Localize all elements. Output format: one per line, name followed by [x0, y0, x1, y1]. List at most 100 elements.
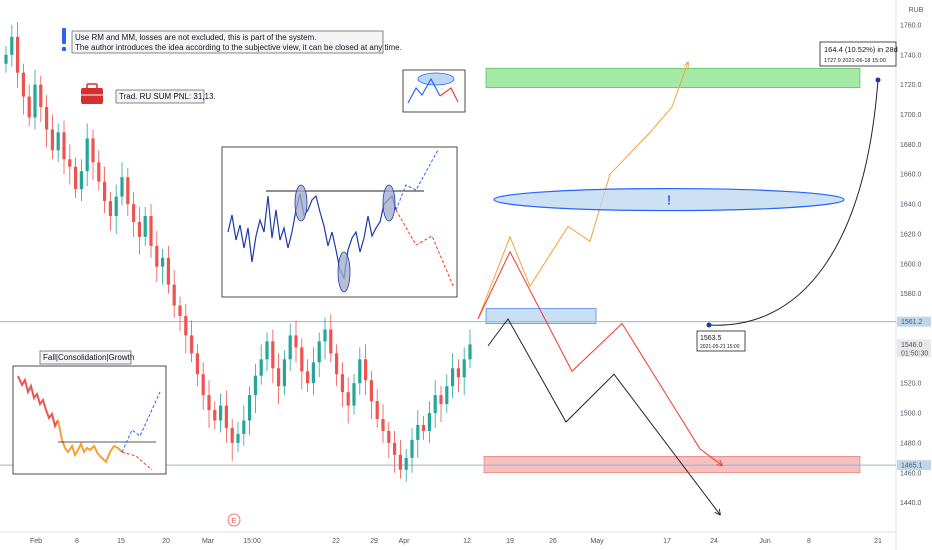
candle-body	[375, 401, 379, 420]
candle-body	[4, 54, 8, 64]
time-tick-label: 8	[75, 538, 79, 545]
event-marker-label: E	[232, 518, 237, 525]
candle-body	[236, 433, 240, 443]
candle-body	[120, 177, 124, 197]
candle-body	[364, 359, 368, 381]
ellipse-exclamation: !	[667, 193, 671, 208]
candle-body	[132, 204, 136, 222]
candle-body	[410, 439, 414, 458]
measure-end-point[interactable]	[875, 77, 881, 83]
candle-body	[277, 368, 281, 387]
candle-body	[91, 138, 95, 163]
candle-body	[427, 413, 431, 431]
exclamation-icon	[62, 28, 66, 44]
candle-body	[27, 96, 31, 118]
candle-body	[137, 221, 141, 237]
candle-body	[213, 410, 217, 421]
point-label-line1: 1563.5	[700, 335, 722, 342]
time-tick-label: Apr	[399, 538, 411, 545]
candle-body	[45, 107, 49, 130]
disclaimer-note[interactable]: Use RM and MM, losses are not excluded, …	[58, 26, 402, 58]
price-tick-label: 1480.0	[900, 440, 922, 447]
candle-body	[323, 329, 327, 342]
candle-body	[143, 216, 147, 237]
time-tick-label: Mar	[202, 538, 215, 545]
pattern-thumbnail-small[interactable]	[402, 69, 466, 113]
time-tick-label: 19	[506, 538, 514, 545]
projection-orange-path	[477, 62, 688, 320]
candle-body	[311, 362, 315, 384]
disclaimer-line2: The author introduces the idea according…	[75, 43, 402, 52]
candle-body	[85, 138, 89, 172]
candle-body	[56, 132, 60, 151]
phases-consolidation-segment	[57, 419, 123, 464]
candle-body	[103, 181, 107, 202]
event-marker[interactable]: E	[227, 513, 241, 527]
candle-body	[439, 395, 443, 405]
candle-body	[190, 335, 194, 354]
candle-body	[166, 257, 170, 285]
candle-body	[10, 36, 14, 55]
pattern-inset-price-line	[227, 193, 397, 280]
candle-body	[74, 166, 78, 190]
briefcase-handle-icon	[86, 83, 98, 90]
price-tick-label: 1740.0	[900, 52, 922, 59]
event-marker-circle	[227, 513, 241, 527]
price-tick-label: 1500.0	[900, 411, 922, 418]
candle-body	[62, 132, 66, 160]
candle-body	[50, 129, 54, 151]
time-tick-label: 15:00	[243, 538, 261, 545]
candle-body	[352, 383, 356, 406]
candle-body	[224, 405, 228, 428]
time-tick-label: 24	[710, 538, 718, 545]
candle-body	[294, 335, 298, 348]
candle-body	[445, 386, 449, 405]
candle-body	[335, 353, 339, 375]
point-label-line2: 2021-05-21 15:00	[700, 344, 740, 350]
candle-body	[288, 335, 292, 360]
time-axis-ticks: Feb 8 15 20 Mar 15:00 22 29 Apr 12 19 26 May 17 24 Jun 8…	[30, 538, 882, 545]
candle-body	[398, 454, 402, 470]
candle-body	[195, 353, 199, 375]
pnl-note[interactable]: Trad. RU SUM PNL: 31,13.	[81, 83, 216, 104]
price-tick-label: 1640.0	[900, 202, 922, 209]
time-tick-label: 29	[370, 538, 378, 545]
candle-body	[346, 392, 350, 406]
candle-body	[108, 201, 112, 216]
candle-body	[300, 347, 304, 372]
pattern-inset-right-shoulder-ellipse	[382, 184, 396, 222]
pattern-thumbnail-ellipse	[417, 72, 455, 86]
measure-start-point[interactable]	[706, 322, 712, 328]
candle-body	[387, 430, 391, 443]
price-tick-label: 1720.0	[900, 82, 922, 89]
candle-body	[161, 257, 165, 267]
candle-body	[433, 395, 437, 414]
price-badge-sublabel: 01:50:30	[901, 350, 928, 357]
ellipse-annotation[interactable]: !	[493, 187, 845, 212]
price-tick-label: 1760.0	[900, 22, 922, 29]
measure-curve	[708, 79, 879, 326]
candle-body	[242, 420, 246, 434]
price-tick-label: 1440.0	[900, 500, 922, 507]
candle-body	[253, 375, 257, 396]
disclaimer-box	[71, 30, 384, 54]
focus-ellipse[interactable]	[493, 187, 845, 212]
price-axis-background	[896, 0, 932, 550]
pattern-inset-left-shoulder-ellipse	[294, 184, 308, 222]
price-badge	[897, 316, 931, 327]
price-badge-label: 1561.2	[901, 319, 923, 326]
price-tick-label: 1660.0	[900, 172, 922, 179]
price-tick-label: 1460.0	[900, 470, 922, 477]
pattern-inset-center[interactable]	[221, 146, 458, 298]
price-axis-ticks: 1440.01460.01480.01500.01520.01540.01560…	[900, 22, 922, 507]
candle-body	[422, 424, 426, 431]
point-label-box	[696, 330, 746, 352]
candle-body	[68, 159, 72, 167]
pnl-label: Trad. RU SUM PNL: 31,13.	[119, 92, 216, 101]
phases-inset[interactable]: Fall|Consolidation|Growth	[12, 350, 167, 475]
time-tick-label: 20	[162, 538, 170, 545]
phases-label: Fall|Consolidation|Growth	[43, 353, 134, 362]
resistance-zone	[485, 308, 597, 324]
phases-inset-frame	[12, 365, 167, 475]
